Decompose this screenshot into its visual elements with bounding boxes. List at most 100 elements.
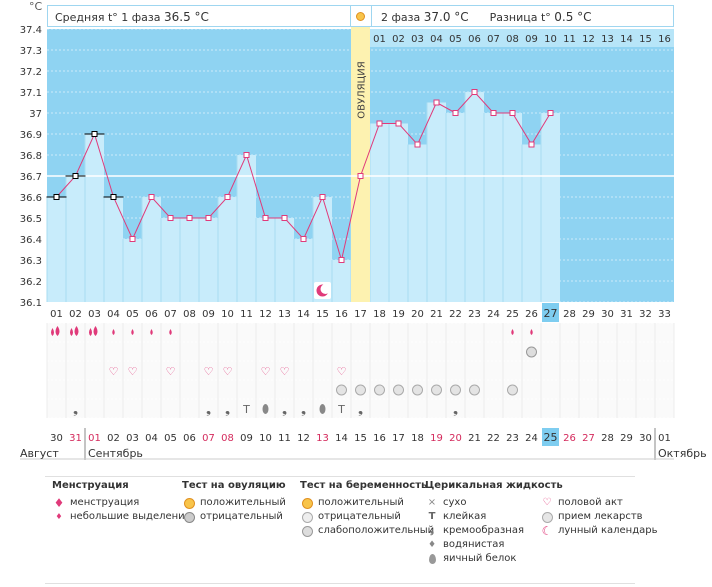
cycle-day-label: 08 xyxy=(183,309,196,320)
temperature-point xyxy=(395,120,402,127)
menstruation-drop xyxy=(70,328,73,336)
temperature-point xyxy=(433,99,440,106)
post-ovulation-day: 13 xyxy=(601,34,614,45)
egg-white-icon xyxy=(425,552,439,569)
diff-label: Разница t° xyxy=(489,11,551,24)
temperature-point xyxy=(205,215,212,221)
cycle-day-label: 03 xyxy=(88,309,101,320)
negative-test-icon xyxy=(300,510,314,528)
cycle-day-label: 07 xyxy=(164,309,177,320)
temperature-point xyxy=(490,110,497,116)
legend-pregnancy-test: Тест на беременность положительный отриц… xyxy=(300,480,434,538)
intercourse-icon: ♡ xyxy=(128,365,138,378)
temperature-point xyxy=(547,110,554,116)
moon-icon-mask xyxy=(320,284,331,294)
calendar-date: 30 xyxy=(50,433,63,444)
calendar-date: 23 xyxy=(506,433,519,444)
legend-item: лунный календарь xyxy=(558,525,658,536)
post-ovulation-day: 15 xyxy=(639,34,652,45)
calendar-date: 24 xyxy=(525,433,538,444)
sticky-icon: T xyxy=(428,511,436,522)
temperature-bar xyxy=(313,197,332,302)
intercourse-icon: ♡ xyxy=(337,365,347,378)
legend-item: яичный белок xyxy=(443,553,517,564)
calendar-date: 30 xyxy=(639,433,652,444)
intercourse-icon: ♡ xyxy=(223,365,233,378)
post-ovulation-day: 06 xyxy=(468,34,481,45)
calendar-date: 26 xyxy=(563,433,576,444)
legend-bottom-separator xyxy=(45,583,635,584)
month-label: Август xyxy=(20,447,59,460)
temperature-bar xyxy=(256,218,275,302)
menstruation-drop xyxy=(55,326,60,336)
phase2-label: 2 фаза xyxy=(381,11,421,24)
temperature-bar xyxy=(332,260,351,302)
menstruation-drop xyxy=(51,328,54,336)
markers-grid xyxy=(47,323,674,418)
temperature-point xyxy=(414,141,421,148)
legend-item: прием лекарств xyxy=(558,511,643,522)
cycle-day-label: 18 xyxy=(373,309,386,320)
calendar-date: 22 xyxy=(487,433,500,444)
moon-icon: ☾ xyxy=(541,524,553,538)
medication-icon xyxy=(450,384,461,396)
ovulation-header xyxy=(351,5,371,27)
diff-value: 0.5 °C xyxy=(554,10,592,24)
menstruation-icon: ♦ xyxy=(53,496,65,510)
cycle-day-label: 29 xyxy=(582,309,595,320)
calendar-date: 02 xyxy=(107,433,120,444)
ovulation-label: ОВУЛЯЦИЯ xyxy=(357,61,368,119)
calendar-date: 31 xyxy=(69,433,82,444)
medication-icon xyxy=(374,384,385,396)
temperature-point xyxy=(338,257,345,263)
cycle-day-label: 26 xyxy=(525,309,538,320)
y-tick-label: 37.2 xyxy=(20,67,42,78)
mucus-creamy-icon: ❟ xyxy=(225,402,230,417)
cycle-day-label: 20 xyxy=(411,309,424,320)
temperature-bar xyxy=(142,197,161,302)
calendar-date: 09 xyxy=(240,433,253,444)
mucus-creamy-icon: ❟ xyxy=(453,402,458,417)
today-highlight xyxy=(542,303,559,322)
y-tick-label: 37.4 xyxy=(20,25,42,36)
temperature-point xyxy=(300,236,307,242)
medication-icon xyxy=(507,384,518,396)
post-ovulation-day: 01 xyxy=(373,34,386,45)
temperature-point xyxy=(72,173,79,179)
temperature-point xyxy=(186,215,193,221)
temperature-point xyxy=(471,89,478,95)
calendar-date: 08 xyxy=(221,433,234,444)
medication-icon xyxy=(412,384,423,396)
cycle-day-label: 10 xyxy=(221,309,234,320)
menstruation-drop xyxy=(89,328,92,336)
positive-test-icon xyxy=(182,496,196,514)
post-ovulation-day: 12 xyxy=(582,34,595,45)
mucus-creamy-icon: ❟ xyxy=(282,402,287,417)
temperature-bar xyxy=(47,197,66,302)
medication-icon xyxy=(355,384,366,396)
cycle-day-label: 12 xyxy=(259,309,272,320)
legend-item: менструация xyxy=(70,497,140,508)
post-ovulation-day: 02 xyxy=(392,34,405,45)
cycle-day-label: 21 xyxy=(430,309,443,320)
calendar-date: 01 xyxy=(658,433,671,444)
month-label: Октябрь xyxy=(658,447,707,460)
calendar-date: 04 xyxy=(145,433,158,444)
calendar-date: 03 xyxy=(126,433,139,444)
menstruation-drop xyxy=(93,326,98,336)
intercourse-icon: ♡ xyxy=(166,365,176,378)
y-tick-label: 37.3 xyxy=(20,46,42,57)
post-ovulation-day: 11 xyxy=(563,34,576,45)
y-tick-label: 37.1 xyxy=(20,88,42,99)
spotting-drop xyxy=(131,329,134,335)
cycle-day-label: 17 xyxy=(354,309,367,320)
calendar-date: 07 xyxy=(202,433,215,444)
temperature-bar xyxy=(104,197,123,302)
cycle-day-label: 28 xyxy=(563,309,576,320)
cycle-day-label: 02 xyxy=(69,309,82,320)
temperature-point xyxy=(91,131,98,137)
calendar-date: 11 xyxy=(278,433,291,444)
ovulation-test-icon xyxy=(356,12,365,21)
spotting-drop xyxy=(530,329,533,335)
unit-label: °C xyxy=(29,0,43,13)
